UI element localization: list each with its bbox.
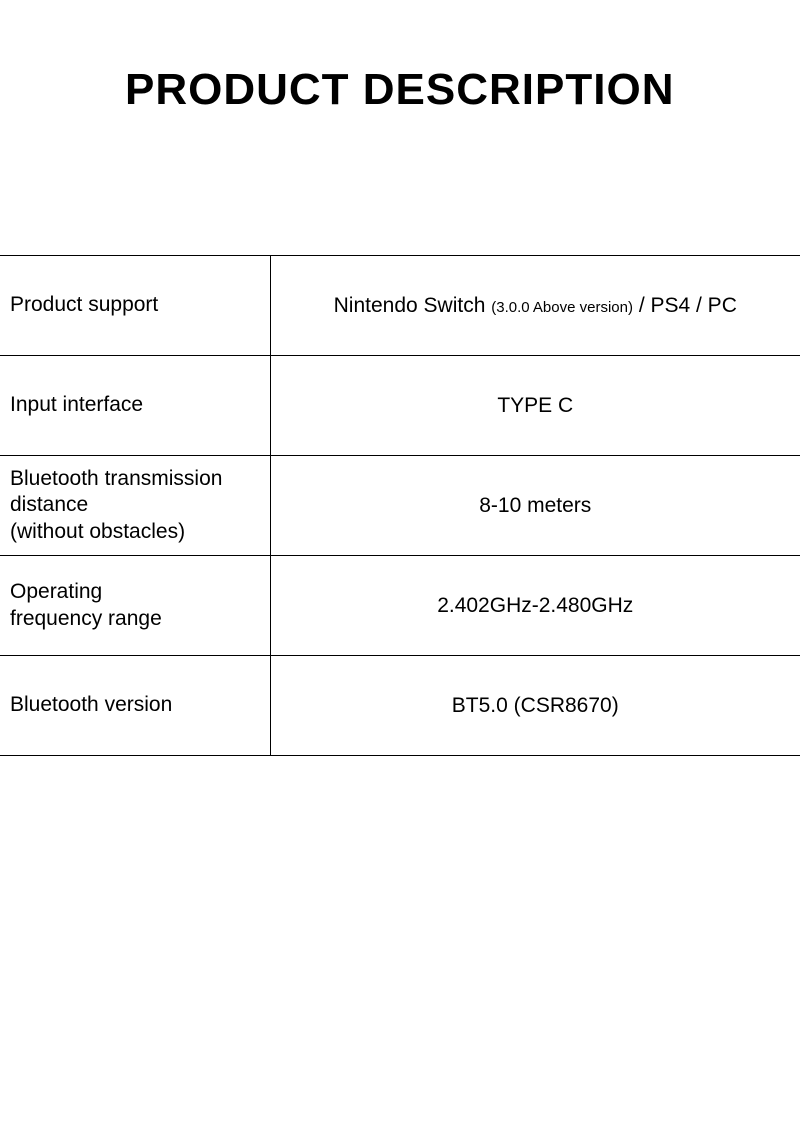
table-row: Input interface TYPE C xyxy=(0,356,800,456)
spec-value: Nintendo Switch (3.0.0 Above version) / … xyxy=(270,256,800,356)
table-row: Product support Nintendo Switch (3.0.0 A… xyxy=(0,256,800,356)
spec-label: Bluetooth transmissiondistance(without o… xyxy=(0,456,270,556)
spec-value: BT5.0 (CSR8670) xyxy=(270,656,800,756)
spec-value: 2.402GHz-2.480GHz xyxy=(270,556,800,656)
page-title: PRODUCT DESCRIPTION xyxy=(125,65,800,115)
spec-table: Product support Nintendo Switch (3.0.0 A… xyxy=(0,255,800,756)
spec-value: TYPE C xyxy=(270,356,800,456)
table-row: Operatingfrequency range 2.402GHz-2.480G… xyxy=(0,556,800,656)
spec-label: Bluetooth version xyxy=(0,656,270,756)
spec-label: Operatingfrequency range xyxy=(0,556,270,656)
table-row: Bluetooth version BT5.0 (CSR8670) xyxy=(0,656,800,756)
spec-value: 8-10 meters xyxy=(270,456,800,556)
table-row: Bluetooth transmissiondistance(without o… xyxy=(0,456,800,556)
spec-label: Product support xyxy=(0,256,270,356)
spec-label: Input interface xyxy=(0,356,270,456)
